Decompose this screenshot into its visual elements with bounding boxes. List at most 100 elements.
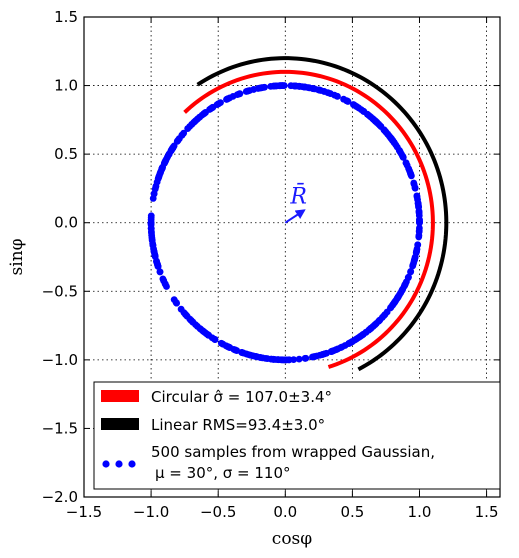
legend-label-linear: Linear RMS=93.4±3.0°	[151, 416, 325, 434]
sample-point	[334, 92, 341, 100]
sample-point	[290, 82, 298, 90]
sample-point	[343, 97, 350, 105]
sample-point	[243, 87, 251, 95]
x-tick-label: 1.5	[475, 503, 499, 521]
sample-point	[414, 241, 422, 249]
sample-point	[201, 109, 209, 117]
y-tick-label: 1.5	[54, 8, 78, 26]
sample-point	[398, 287, 406, 295]
sample-point	[149, 240, 157, 247]
sample-point	[155, 171, 163, 179]
sample-point	[181, 310, 189, 318]
sample-point	[249, 352, 257, 360]
sample-point	[257, 354, 264, 361]
sample-point	[242, 350, 250, 358]
sample-point	[285, 356, 293, 364]
sample-point	[147, 224, 155, 232]
sample-point	[170, 296, 178, 304]
sample-point	[384, 130, 392, 138]
plot-area: R̄	[147, 56, 449, 372]
legend-sample-dot	[128, 460, 136, 468]
series-samples-points	[147, 82, 423, 364]
sample-point	[230, 345, 238, 353]
sample-point	[316, 351, 324, 359]
sample-point	[326, 90, 334, 97]
sample-point	[203, 330, 210, 338]
y-axis-label: sinφ	[7, 238, 27, 275]
sample-point	[175, 135, 183, 143]
sample-point	[354, 334, 362, 342]
sample-point	[161, 280, 169, 288]
sample-point	[402, 280, 409, 288]
sample-point	[410, 179, 418, 187]
sample-point	[348, 338, 356, 345]
legend-sample-dot	[115, 460, 123, 468]
sample-point	[280, 82, 288, 89]
sample-point	[158, 164, 166, 172]
sample-point	[270, 82, 278, 90]
sample-point	[413, 192, 421, 200]
y-tick-label: −1.0	[42, 351, 78, 369]
sample-point	[219, 340, 226, 348]
x-tick-label: 1.0	[408, 503, 432, 521]
sample-point	[415, 233, 423, 241]
sample-point	[180, 129, 188, 137]
sample-point	[224, 343, 232, 351]
series-linear-arc	[196, 56, 449, 372]
sample-point	[186, 123, 194, 130]
resultant-vector-label: R̄	[289, 183, 307, 210]
y-tick-label: −1.5	[42, 419, 78, 437]
legend-box	[93, 381, 501, 490]
sample-point	[366, 325, 374, 333]
y-tick-label: 1.0	[54, 77, 78, 95]
sample-point	[390, 300, 397, 308]
sample-point	[301, 354, 309, 362]
sample-point	[410, 259, 417, 267]
y-tick-label: −2.0	[42, 488, 78, 506]
sample-point	[399, 153, 407, 161]
x-tick-label: −1.0	[133, 503, 169, 521]
sample-point	[334, 345, 342, 353]
sample-point	[317, 87, 325, 94]
sample-point	[169, 144, 177, 152]
sample-point	[148, 231, 156, 239]
legend-sample-dot	[102, 460, 110, 468]
sample-point	[323, 349, 330, 357]
legend-label-samples-line1: 500 samples from wrapped Gaussian,	[151, 443, 435, 461]
legend: Circular σ̂ = 107.0±3.4° Linear RMS=93.4…	[93, 381, 501, 490]
x-tick-label: 0.0	[273, 503, 297, 521]
y-tick-label: −0.5	[42, 282, 78, 300]
sample-point	[151, 253, 159, 260]
sample-point	[156, 268, 164, 276]
sample-point	[163, 154, 171, 161]
sample-point	[404, 274, 412, 282]
sample-point	[372, 118, 380, 126]
sample-point	[380, 126, 388, 134]
y-tick-label: 0.5	[54, 145, 78, 163]
legend-label-circular: Circular σ̂ = 107.0±3.4°	[151, 388, 332, 406]
sample-point	[415, 208, 423, 216]
sample-point	[415, 228, 423, 236]
x-axis-label: cosφ	[272, 529, 312, 549]
sample-point	[147, 216, 155, 224]
sample-point	[402, 159, 410, 167]
sample-point	[149, 195, 157, 202]
legend-swatch-samples	[102, 460, 136, 468]
axis-ticks: −1.5 −1.0 −0.5 0.0 0.5 1.0 1.5−2.0−1.5−1.0−0.5…	[42, 8, 500, 521]
sample-point	[152, 182, 160, 190]
x-tick-label: 0.5	[340, 503, 364, 521]
sample-point	[411, 184, 419, 192]
sample-point	[383, 308, 391, 316]
sample-point	[215, 100, 222, 108]
sample-point	[416, 216, 423, 224]
sample-point	[223, 95, 230, 103]
sample-point	[375, 317, 383, 325]
sample-point	[187, 317, 195, 324]
sample-point	[192, 321, 199, 329]
sample-point	[197, 325, 205, 333]
y-tick-label: 0.0	[54, 214, 78, 232]
sample-point	[194, 115, 202, 123]
sample-point	[412, 249, 420, 257]
sample-point	[359, 107, 367, 115]
